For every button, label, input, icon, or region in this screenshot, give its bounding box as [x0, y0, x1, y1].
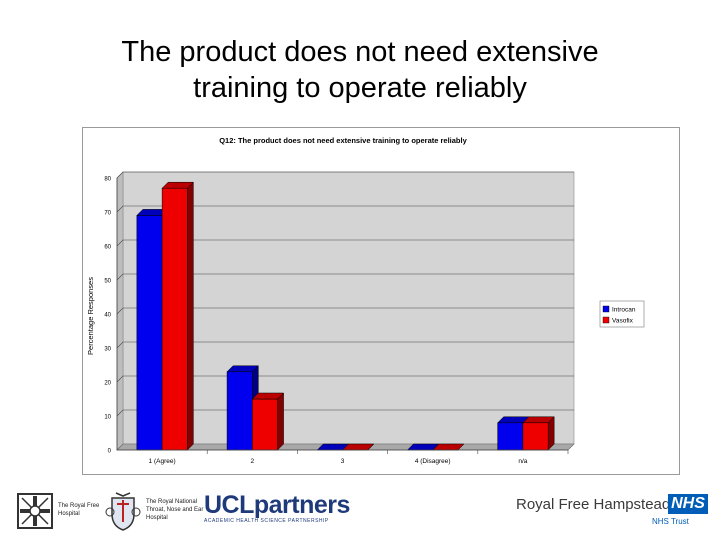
royal-free-hospital-logo-text: The Royal Free Hospital [58, 503, 100, 517]
y-tick-label-50: 50 [104, 279, 111, 285]
y-tick-label-0: 0 [108, 449, 112, 455]
x-tick-label-2: 2 [250, 458, 254, 465]
gridline-30 [116, 341, 574, 349]
ucl-partners-logo-subtitle: ACADEMIC HEALTH SCIENCE PARTNERSHIP [204, 518, 329, 524]
y-tick-label-10: 10 [104, 415, 111, 421]
x-tick-label-4: 4 (Disagree) [415, 458, 451, 465]
legend-label-vasofix: Vasofix [612, 318, 634, 325]
bar-vasofix-5 [522, 416, 555, 451]
y-axis-label: Percentage Responses [86, 277, 95, 355]
y-tick-label-40: 40 [104, 313, 111, 319]
y-tick-label-30: 30 [104, 347, 111, 353]
x-tick-label-5: n/a [518, 458, 527, 465]
rnt-hospital-crest-icon [105, 492, 141, 531]
chart-frame: Q12: The product does not need extensive… [82, 127, 680, 475]
x-tick-label-3: 3 [341, 458, 345, 465]
ucl-partners-logo: UCLpartners ACADEMIC HEALTH SCIENCE PART… [204, 491, 350, 532]
nhs-logo: NHS [668, 494, 708, 514]
gridline-60 [116, 239, 574, 247]
gridline-40 [116, 307, 574, 315]
gridline-10 [116, 409, 574, 417]
slide-title-line-1: The product does not need extensive [121, 36, 599, 68]
y-tick-label-80: 80 [104, 177, 111, 183]
x-tick-label-1: 1 (Agree) [149, 458, 176, 465]
y-tick-label-60: 60 [104, 245, 111, 251]
bar-vasofix-1 [161, 181, 194, 451]
gridline-50 [116, 273, 574, 281]
rnt-hospital-logo-text: The Royal National Throat, Nose and Ear … [146, 499, 204, 521]
bar-chart: Q12: The product does not need extensive… [86, 136, 645, 465]
royal-free-crest-icon [17, 493, 53, 529]
legend-swatch-introcan [602, 305, 610, 313]
royal-free-hampstead-logo-text: Royal Free Hampstead [516, 496, 671, 513]
nhs-trust-text: NHS Trust [652, 517, 689, 526]
footer: The Royal Free Hospital The Royal Nation… [0, 486, 720, 540]
bar-vasofix-2 [251, 392, 285, 451]
legend-label-introcan: Introcan [612, 307, 636, 314]
slide-title-line-2: training to operate reliably [193, 72, 527, 104]
legend-swatch-vasofix [602, 316, 610, 324]
gridline-20 [116, 375, 574, 383]
y-tick-label-70: 70 [104, 211, 111, 217]
gridline-70 [116, 205, 574, 213]
chart-title: Q12: The product does not need extensive… [219, 136, 467, 145]
slide-title: The product does not need extensive trai… [0, 34, 720, 106]
ucl-partners-logo-text: UCLpartners [204, 491, 350, 519]
y-tick-label-20: 20 [104, 381, 111, 387]
gridline-80 [116, 171, 574, 179]
